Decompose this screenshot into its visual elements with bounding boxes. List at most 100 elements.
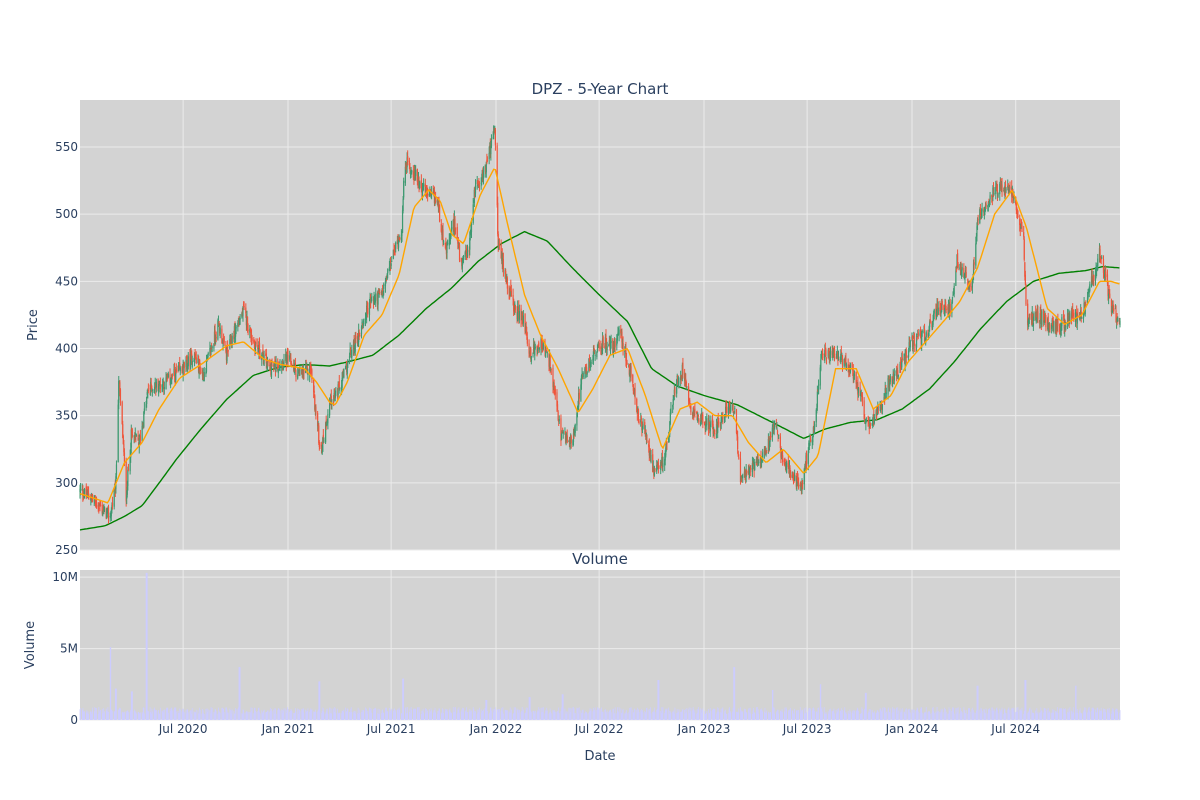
candle-body	[717, 421, 719, 433]
candle-body	[790, 474, 792, 478]
candle-body	[454, 218, 456, 230]
candle-body	[214, 330, 216, 341]
candle-body	[142, 424, 144, 427]
candle-body	[199, 359, 201, 367]
candle-body	[805, 453, 808, 466]
candle-body	[801, 484, 803, 491]
candle-body	[481, 177, 483, 183]
candle-body	[315, 406, 317, 414]
candle-body	[907, 350, 910, 357]
candle-body	[374, 297, 376, 299]
candle-body	[1005, 188, 1007, 192]
candle-body	[82, 490, 84, 496]
candle-body	[656, 464, 658, 472]
candle-body	[203, 371, 205, 382]
candle-body	[837, 356, 840, 361]
candle-body	[510, 286, 512, 292]
candle-body	[1023, 232, 1025, 237]
candle-body	[839, 359, 841, 362]
candle-body	[314, 395, 316, 410]
candle-body	[929, 319, 931, 323]
candle-body	[361, 321, 363, 325]
candle-body	[1027, 320, 1029, 324]
candle-body	[442, 229, 444, 242]
candle-body	[590, 362, 592, 364]
candle-body	[778, 434, 780, 436]
candle-body	[727, 406, 730, 413]
candle-body	[618, 329, 620, 335]
candle-body	[155, 381, 157, 388]
ma-long-series	[79, 230, 1120, 531]
candle-body	[462, 259, 464, 263]
candle-body	[382, 291, 384, 297]
candle-body	[419, 181, 421, 189]
candle-body	[1089, 284, 1091, 291]
candle-body	[421, 189, 424, 195]
price-plot-area[interactable]	[80, 100, 1120, 550]
candle-body	[933, 309, 935, 314]
price-y-tick: 450	[55, 274, 78, 288]
candle-body	[243, 306, 245, 308]
candle-body	[281, 366, 283, 368]
candle-body	[980, 211, 983, 216]
candle-body	[560, 433, 563, 441]
candle-body	[1023, 239, 1025, 260]
candle-body	[147, 389, 149, 391]
candle-body	[362, 323, 364, 329]
candle-body	[347, 360, 349, 364]
candle-body	[883, 397, 885, 403]
candle-body	[242, 304, 245, 307]
candle-body	[1091, 275, 1093, 281]
candle-body	[185, 359, 187, 367]
candle-body	[640, 419, 642, 423]
candle-body	[395, 242, 397, 249]
candle-body	[885, 392, 887, 394]
candle-body	[306, 364, 308, 366]
candle-body	[556, 404, 559, 411]
candle-body	[391, 260, 393, 262]
candle-body	[123, 452, 126, 462]
candle-body	[892, 379, 894, 385]
candle-body	[961, 267, 963, 271]
candle-body	[307, 373, 309, 376]
candle-body	[177, 369, 179, 371]
candle-body	[538, 347, 540, 350]
candle-body	[305, 365, 307, 367]
candle-body	[578, 392, 580, 399]
candle-body	[634, 388, 636, 399]
candle-body	[310, 367, 312, 371]
candle-body	[899, 363, 901, 373]
candle-body	[295, 373, 297, 377]
candle-body	[859, 387, 861, 396]
candle-body	[492, 137, 494, 139]
candle-body	[175, 368, 177, 373]
candle-body	[698, 419, 700, 423]
candle-body	[106, 510, 108, 518]
candle-body	[867, 420, 869, 423]
candle-body	[913, 333, 915, 346]
candle-body	[383, 284, 385, 289]
candle-body	[997, 193, 999, 197]
candle-body	[730, 405, 732, 411]
candle-body	[1115, 310, 1117, 323]
candle-body	[215, 336, 217, 339]
candle-body	[553, 382, 555, 390]
candle-body	[368, 302, 371, 315]
candle-body	[580, 375, 583, 385]
candle-body	[524, 314, 526, 332]
candle-body	[562, 431, 564, 434]
candle-body	[185, 357, 188, 359]
candle-body	[1057, 319, 1059, 326]
candle-body	[187, 364, 189, 369]
candle-body	[289, 356, 291, 358]
candle-body	[497, 202, 499, 235]
candle-body	[909, 340, 911, 348]
candle-body	[513, 299, 515, 312]
candle-body	[163, 382, 165, 390]
candle-body	[143, 411, 145, 427]
candle-body	[565, 434, 567, 442]
volume-plot-area[interactable]	[80, 570, 1120, 720]
candle-body	[127, 468, 130, 470]
candle-body	[557, 411, 559, 420]
